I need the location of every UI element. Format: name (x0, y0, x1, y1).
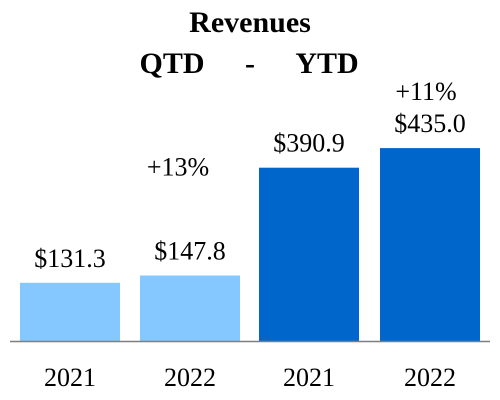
x-tick-qtd-2021: 2021 (44, 363, 96, 392)
growth-label-qtd: +13% (147, 153, 209, 182)
x-tick-ytd-2022: 2022 (404, 363, 456, 392)
value-label-qtd-2021: $131.3 (34, 244, 106, 273)
labels-layer: $131.3 2021 $147.8 2022 $390.9 2021 $435.0 2022… (34, 77, 466, 392)
value-label-ytd-2021: $390.9 (273, 129, 345, 158)
bars-layer (20, 148, 480, 341)
subtitle-separator: - (245, 47, 255, 80)
bar-ytd-2021 (259, 167, 359, 341)
value-label-qtd-2022: $147.8 (154, 237, 226, 266)
bar-ytd-2022 (380, 148, 480, 341)
value-label-ytd-2022: $435.0 (394, 109, 466, 138)
growth-label-ytd: +11% (395, 77, 456, 106)
x-tick-qtd-2022: 2022 (164, 363, 216, 392)
subtitle-ytd: YTD (295, 47, 358, 80)
bar-qtd-2021 (20, 282, 120, 341)
bar-qtd-2022 (140, 275, 240, 341)
chart-title: Revenues (189, 6, 311, 39)
subtitle-qtd: QTD (139, 47, 204, 80)
x-tick-ytd-2021: 2021 (283, 363, 335, 392)
